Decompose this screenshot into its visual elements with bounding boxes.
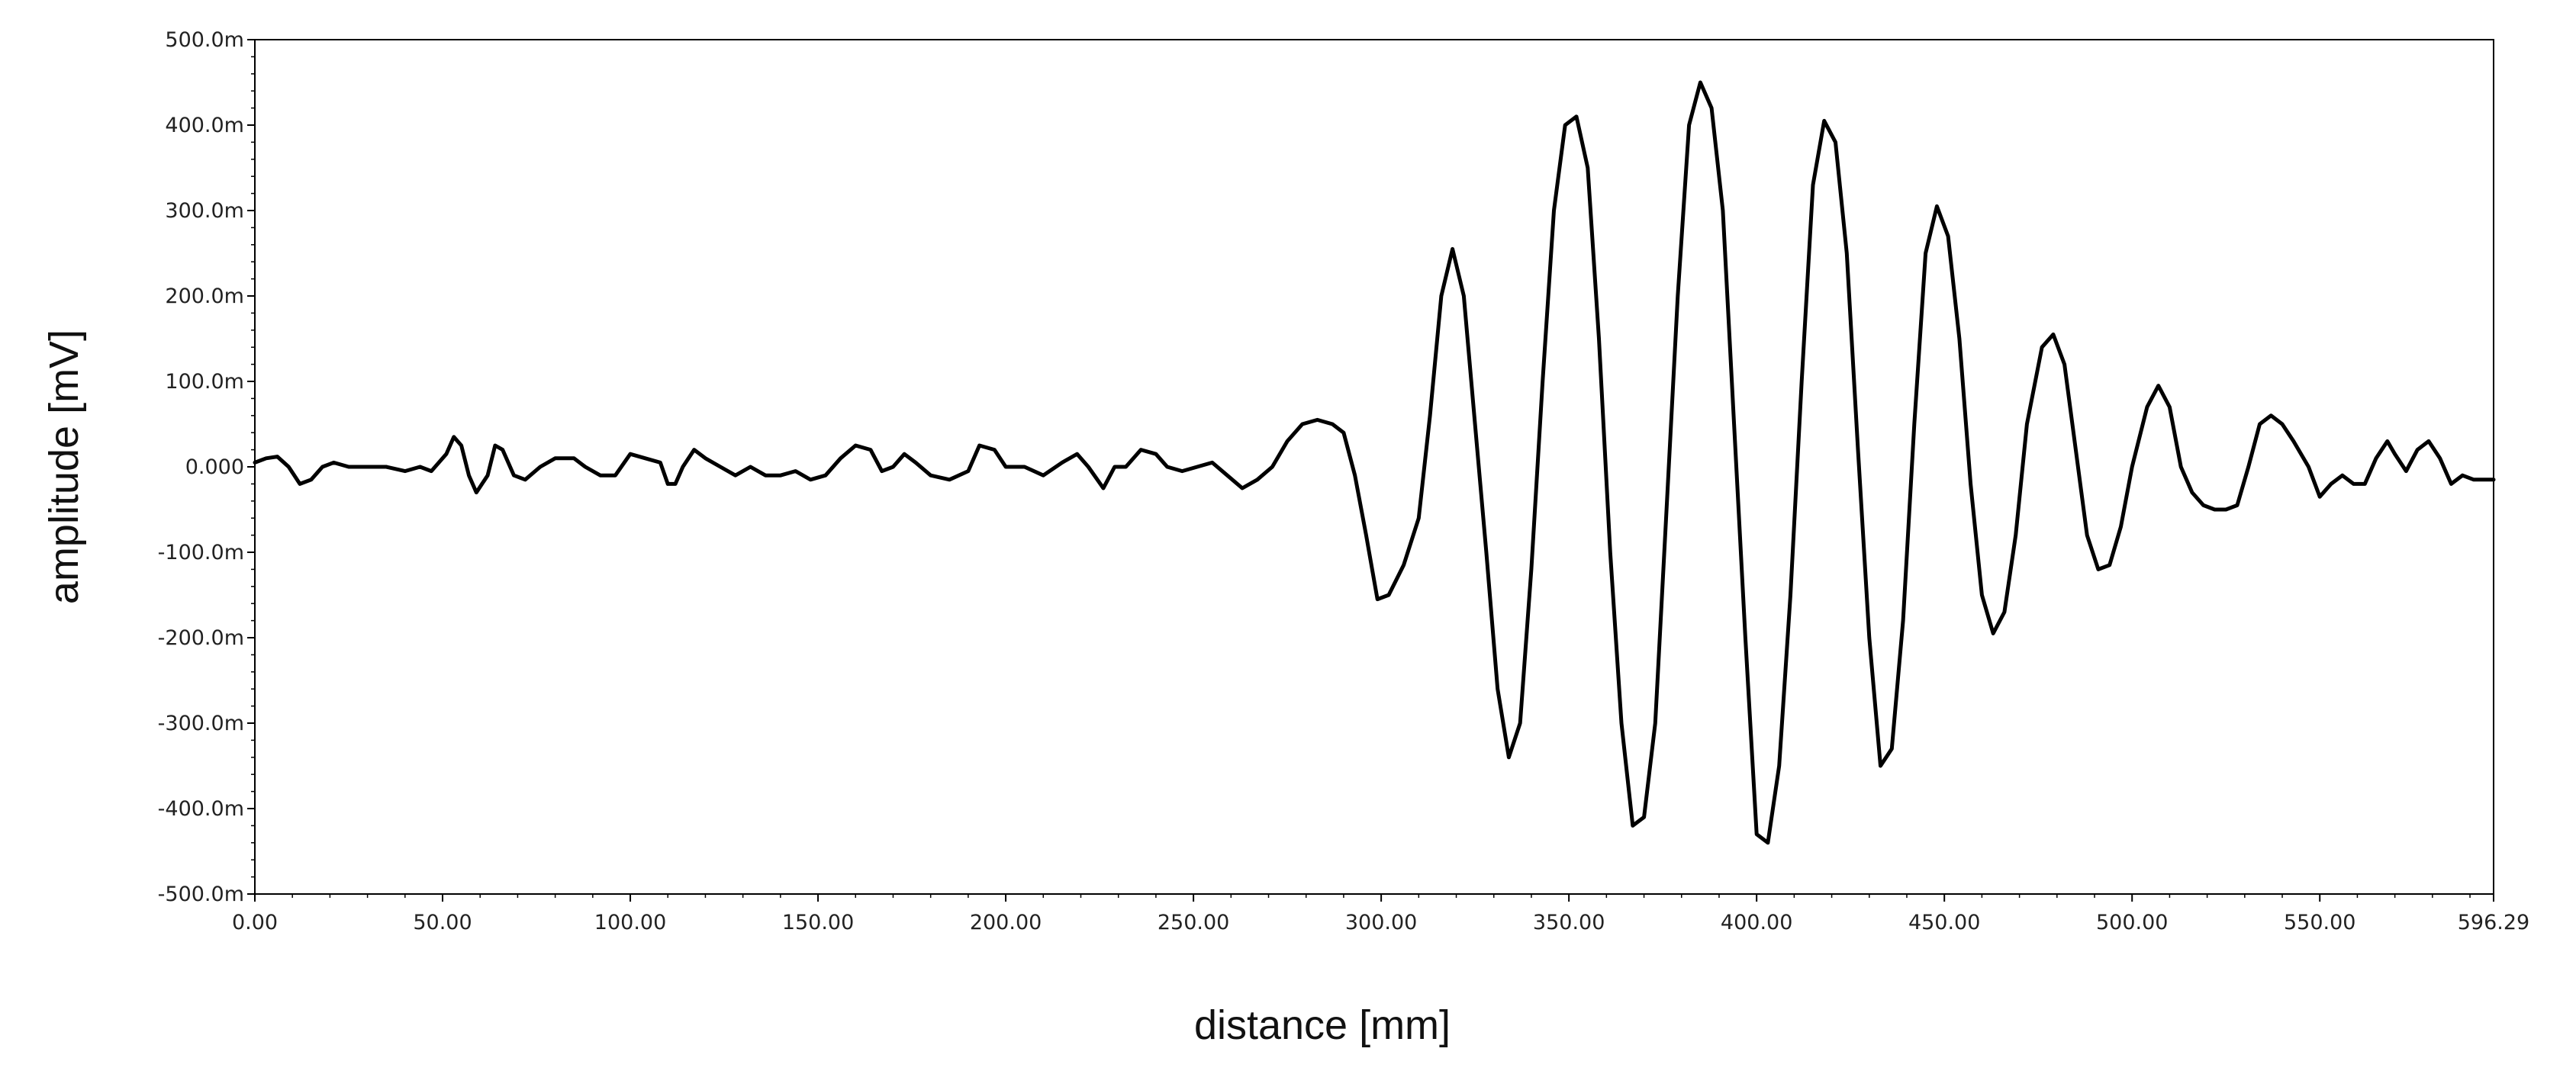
y-tick-label: 400.0m bbox=[165, 114, 244, 137]
x-tick-label: 550.00 bbox=[2284, 911, 2355, 934]
x-tick-label: 150.00 bbox=[782, 911, 854, 934]
x-tick-label: 300.00 bbox=[1345, 911, 1417, 934]
x-tick-label: 350.00 bbox=[1533, 911, 1605, 934]
x-tick-label: 200.00 bbox=[970, 911, 1042, 934]
x-tick-label: 400.00 bbox=[1721, 911, 1792, 934]
x-tick-label: 450.00 bbox=[1908, 911, 1980, 934]
plot-area bbox=[254, 39, 2494, 895]
x-axis: 0.00 50.00 100.00 150.00 200.00 250.00 300.00 3… bbox=[232, 894, 2529, 934]
y-tick-label: 500.0m bbox=[165, 28, 244, 52]
x-tick-label: 50.00 bbox=[413, 911, 472, 934]
y-tick-label: -500.0m bbox=[158, 883, 244, 906]
series-group bbox=[253, 80, 2496, 845]
x-tick-label: 250.00 bbox=[1158, 911, 1229, 934]
x-tick-label: 100.00 bbox=[594, 911, 666, 934]
y-tick-label: 0.000 bbox=[185, 455, 244, 479]
x-tick-label: 0.00 bbox=[232, 911, 278, 934]
y-tick-label: 200.0m bbox=[165, 285, 244, 308]
x-axis-title: distance [mm] bbox=[1194, 1002, 1451, 1048]
y-tick-label: -400.0m bbox=[158, 797, 244, 821]
y-tick-label: 300.0m bbox=[165, 199, 244, 223]
y-tick-label: -100.0m bbox=[158, 541, 244, 564]
x-tick-label: 596.29 bbox=[2458, 911, 2529, 934]
x-tick-label: 500.00 bbox=[2096, 911, 2168, 934]
y-axis: 500.0m 400.0m 300.0m 200.0m 100.0m 0.000 -100.… bbox=[158, 28, 255, 906]
y-tick-label: -200.0m bbox=[158, 626, 244, 650]
series-line bbox=[253, 80, 2496, 845]
y-tick-label: -300.0m bbox=[158, 712, 244, 735]
y-axis-title: amplitude [mV] bbox=[41, 330, 87, 604]
y-tick-label: 100.0m bbox=[165, 370, 244, 394]
